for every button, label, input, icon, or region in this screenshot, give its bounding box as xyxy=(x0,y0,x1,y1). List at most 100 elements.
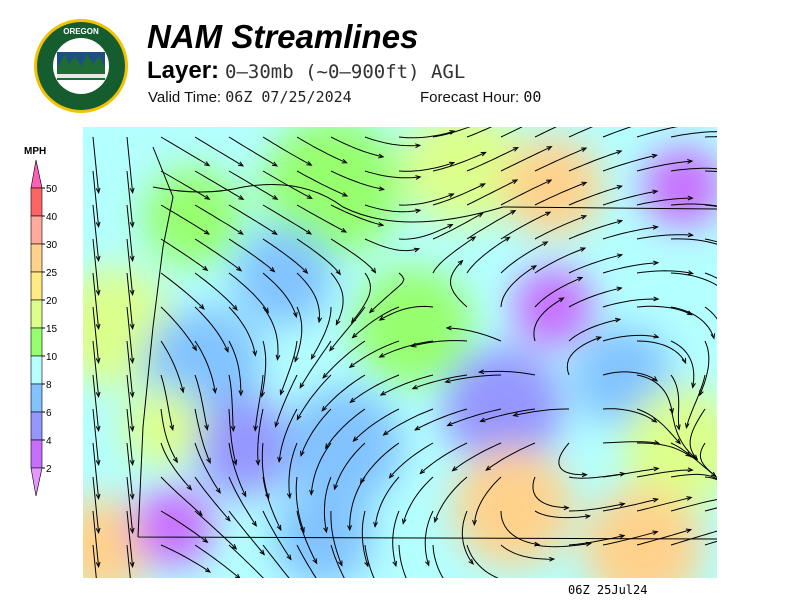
wind-speed-area xyxy=(353,267,473,387)
streamline-arrow xyxy=(448,161,456,167)
streamline-arrow xyxy=(129,493,135,500)
streamline xyxy=(361,510,369,567)
streamline-arrow xyxy=(253,425,258,432)
streamline-arrow xyxy=(579,247,587,252)
streamline-arrow xyxy=(349,397,356,404)
streamline xyxy=(466,236,510,274)
streamline xyxy=(364,544,375,578)
wind-speed-area xyxy=(193,397,293,497)
streamline xyxy=(228,510,265,555)
streamline-arrow xyxy=(204,567,212,573)
streamline xyxy=(419,442,468,474)
streamline xyxy=(379,340,434,358)
streamline-arrow xyxy=(457,259,464,266)
streamline-arrow xyxy=(378,153,385,159)
streamline-arrow xyxy=(279,389,285,396)
colorbar-tick-label: 50 xyxy=(46,184,58,195)
streamline xyxy=(689,408,706,460)
streamline-arrow xyxy=(351,332,358,339)
streamline-arrow xyxy=(444,378,451,384)
streamline xyxy=(296,170,348,197)
forecast-hour-value: 00 xyxy=(523,88,542,106)
streamline xyxy=(398,130,455,139)
streamline xyxy=(228,442,247,497)
streamline-arrow xyxy=(653,260,660,266)
streamline xyxy=(392,510,400,567)
streamline xyxy=(602,298,659,308)
streamline xyxy=(228,238,275,272)
streamline-arrow xyxy=(169,424,174,431)
streamline xyxy=(261,442,270,499)
streamline-arrow xyxy=(424,560,430,567)
streamline xyxy=(126,170,134,227)
streamline-arrow xyxy=(234,573,241,578)
streamline-arrow xyxy=(388,472,395,479)
colorbar-tick-label: 8 xyxy=(46,380,52,391)
streamline-arrow xyxy=(687,467,694,473)
streamline-arrow xyxy=(238,390,244,397)
streamline xyxy=(262,544,290,578)
wind-speed-area xyxy=(283,387,403,507)
streamline xyxy=(704,272,717,279)
streamline xyxy=(126,544,131,578)
streamline xyxy=(534,510,590,519)
streamline xyxy=(228,544,265,578)
streamline xyxy=(602,154,657,172)
streamline-arrow xyxy=(300,450,305,457)
streamline xyxy=(92,476,100,533)
streamline-arrow xyxy=(681,357,687,365)
streamline xyxy=(602,441,659,444)
streamline-arrow xyxy=(95,289,101,296)
streamline-arrow xyxy=(129,527,135,534)
streamline-arrow xyxy=(271,161,279,167)
streamline xyxy=(126,306,134,363)
streamline xyxy=(321,374,366,412)
streamline xyxy=(261,340,267,397)
streamline xyxy=(432,151,486,172)
forecast-hour-label: Forecast Hour: xyxy=(420,89,520,106)
streamline xyxy=(534,247,586,274)
colorbar-segment xyxy=(30,355,43,385)
streamline-arrow xyxy=(504,236,511,242)
streamline xyxy=(398,193,454,206)
streamline xyxy=(194,204,244,235)
streamline-arrow xyxy=(480,151,487,157)
streamline xyxy=(500,241,548,274)
streamline xyxy=(330,170,384,190)
streamline xyxy=(466,127,493,138)
streamline xyxy=(398,224,453,240)
streamline xyxy=(228,340,242,396)
wind-speed-area xyxy=(123,387,203,467)
streamline xyxy=(704,507,717,512)
streamline-arrow xyxy=(259,549,266,556)
streamline xyxy=(160,476,203,516)
streamline-arrow xyxy=(652,497,659,503)
streamline xyxy=(636,160,693,172)
streamline-arrow xyxy=(687,270,694,275)
colorbar-segment xyxy=(30,327,43,357)
wind-speed-area xyxy=(583,487,703,578)
streamline-arrow xyxy=(477,369,485,375)
streamline xyxy=(160,408,178,463)
streamline xyxy=(558,442,587,476)
streamline xyxy=(296,204,347,233)
wind-speed-area xyxy=(263,127,403,257)
streamline xyxy=(194,306,229,352)
streamline xyxy=(500,510,540,546)
streamline xyxy=(532,476,569,509)
streamline xyxy=(485,442,536,471)
streamline xyxy=(296,136,347,164)
streamline xyxy=(92,544,97,578)
streamline xyxy=(126,340,134,397)
streamline-arrow xyxy=(686,496,693,501)
streamline-arrow xyxy=(419,468,426,475)
streamline-arrow xyxy=(202,265,209,272)
streamline-arrow xyxy=(360,478,365,485)
streamline-arrow xyxy=(512,179,519,185)
streamline xyxy=(636,529,691,546)
streamline-arrow xyxy=(129,561,135,568)
streamline-arrow xyxy=(204,424,209,431)
streamline-arrow xyxy=(286,492,292,500)
streamline-arrow xyxy=(382,430,389,436)
streamline-arrow xyxy=(293,311,298,319)
